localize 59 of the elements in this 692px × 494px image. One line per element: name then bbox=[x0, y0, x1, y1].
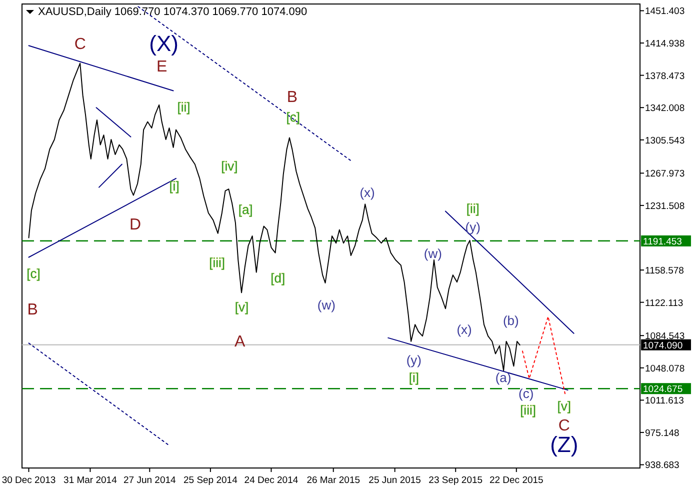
annotation: [i] bbox=[169, 178, 180, 194]
annotation: E bbox=[156, 58, 168, 76]
annotation: A bbox=[234, 334, 246, 351]
y-tick-label: 1048.078 bbox=[645, 363, 685, 374]
annotation: [iv] bbox=[221, 158, 238, 174]
annotation: (w) bbox=[317, 297, 336, 312]
ref-line-label: 1074.090 bbox=[643, 340, 683, 352]
line-series bbox=[28, 62, 520, 372]
annotation: (Z) bbox=[550, 432, 578, 458]
y-tick-label: 1305.543 bbox=[645, 135, 685, 146]
annotation: (x) bbox=[360, 185, 375, 200]
annotation: (c) bbox=[518, 386, 534, 401]
annotation: [ii] bbox=[177, 100, 190, 115]
annotation: B bbox=[286, 88, 298, 106]
x-tick-label: 31 Mar 2014 bbox=[64, 475, 117, 486]
annotation: [i] bbox=[408, 370, 419, 386]
annotation: [iii] bbox=[209, 255, 225, 270]
annotation: (a) bbox=[495, 370, 512, 386]
x-tick-label: 24 Dec 2014 bbox=[244, 475, 298, 486]
x-tick-label: 26 Mar 2015 bbox=[306, 475, 360, 486]
annotation: D bbox=[129, 216, 142, 234]
annotation: (w) bbox=[424, 246, 442, 262]
annotation: [ii] bbox=[466, 200, 480, 216]
annotation: C bbox=[74, 36, 86, 53]
chart-title: XAUUSD,Daily 1069.770 1074.370 1069.770 1074.090 bbox=[38, 6, 308, 18]
y-tick-label: 1231.508 bbox=[645, 200, 685, 212]
annotation: (X) bbox=[149, 30, 178, 56]
x-tick-label: 25 Jun 2015 bbox=[368, 475, 421, 486]
annotation: [v] bbox=[234, 299, 249, 314]
annotation: (x) bbox=[456, 322, 472, 337]
annotation: (b) bbox=[502, 313, 519, 328]
annotation: C bbox=[558, 417, 570, 434]
annotation: [v] bbox=[557, 398, 572, 414]
ref-line-label: 1191.453 bbox=[643, 236, 682, 248]
x-tick-label: 22 Dec 2015 bbox=[489, 475, 544, 486]
y-tick-label: 1158.578 bbox=[645, 266, 684, 277]
x-tick-label: 27 Jun 2014 bbox=[124, 475, 176, 486]
y-tick-label: 1342.008 bbox=[645, 103, 685, 114]
y-tick-label: 1414.938 bbox=[645, 38, 685, 50]
y-tick-label: 1011.613 bbox=[645, 396, 684, 407]
ref-line-label: 1024.675 bbox=[643, 384, 683, 396]
y-tick-label: 1451.403 bbox=[645, 6, 685, 18]
x-tick-label: 25 Sep 2014 bbox=[183, 475, 238, 486]
y-tick-label: 938.683 bbox=[645, 460, 680, 472]
y-tick-label: 1122.113 bbox=[645, 298, 684, 309]
annotation: [c] bbox=[286, 109, 300, 124]
annotation: [iii] bbox=[520, 402, 536, 418]
annotation: (y) bbox=[465, 220, 480, 235]
y-tick-label: 1084.543 bbox=[645, 331, 685, 342]
x-tick-label: 23 Sep 2015 bbox=[428, 475, 483, 486]
annotation: [c] bbox=[26, 266, 40, 281]
x-tick-label: 30 Dec 2013 bbox=[2, 475, 56, 486]
annotation: (y) bbox=[406, 352, 422, 368]
y-tick-label: 975.148 bbox=[645, 428, 680, 439]
annotation: B bbox=[27, 301, 38, 318]
annotation: [a] bbox=[238, 202, 253, 217]
y-tick-label: 1267.973 bbox=[645, 168, 685, 180]
annotation: [d] bbox=[270, 270, 286, 286]
y-tick-label: 1378.473 bbox=[645, 70, 685, 82]
